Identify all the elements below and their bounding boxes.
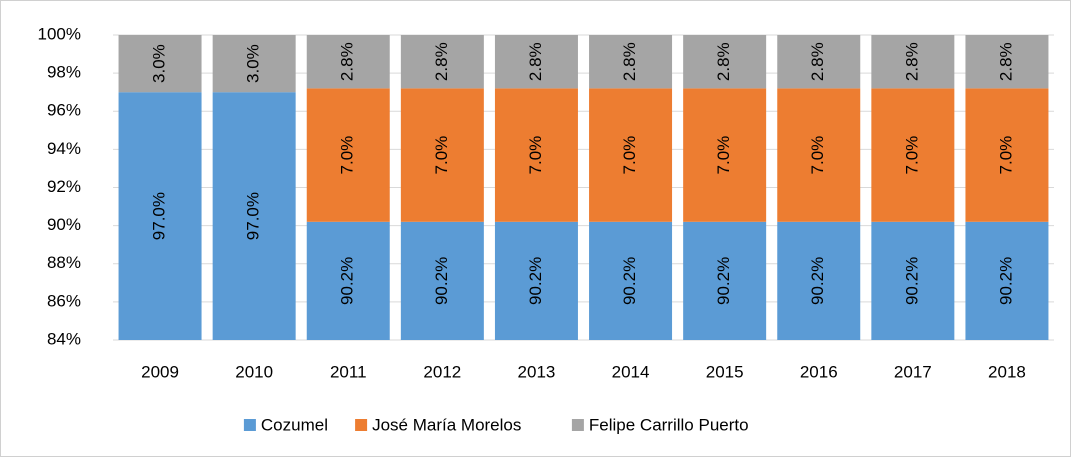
data-label: 7.0% <box>808 136 827 175</box>
bar-segment <box>871 88 955 222</box>
bar-segment <box>118 92 202 340</box>
data-label: 7.0% <box>996 136 1015 175</box>
y-tick-label: 100% <box>38 24 81 43</box>
bar-segment <box>777 35 861 89</box>
data-label: 90.2% <box>620 257 639 305</box>
data-label: 2.8% <box>902 42 921 81</box>
x-tick-label: 2011 <box>330 362 367 381</box>
x-tick-label: 2013 <box>518 362 556 381</box>
bar-segment <box>589 221 673 340</box>
x-tick-label: 2018 <box>988 362 1026 381</box>
data-label: 7.0% <box>902 136 921 175</box>
y-tick-label: 94% <box>47 139 81 158</box>
x-tick-label: 2016 <box>800 362 838 381</box>
data-label: 90.2% <box>996 257 1015 305</box>
y-tick-label: 84% <box>47 329 81 348</box>
legend-label: José María Morelos <box>372 415 521 434</box>
data-label: 97.0% <box>150 192 169 240</box>
data-label: 3.0% <box>244 44 263 83</box>
bar-segment <box>400 35 484 89</box>
bar-segment <box>683 35 767 89</box>
data-label: 90.2% <box>338 257 357 305</box>
bar-segment <box>494 35 578 89</box>
data-label: 7.0% <box>338 136 357 175</box>
bar-segment <box>494 221 578 340</box>
legend-label: Cozumel <box>261 415 328 434</box>
bar-segment <box>965 35 1049 89</box>
x-tick-label: 2017 <box>894 362 932 381</box>
data-label: 2.8% <box>808 42 827 81</box>
y-tick-label: 92% <box>47 177 81 196</box>
y-tick-label: 90% <box>47 215 81 234</box>
data-label: 7.0% <box>526 136 545 175</box>
bar-segment <box>306 221 390 340</box>
bar-segment <box>118 35 202 93</box>
bar-segment <box>400 221 484 340</box>
data-label: 97.0% <box>244 192 263 240</box>
y-tick-label: 88% <box>47 253 81 272</box>
bar-segment <box>683 221 767 340</box>
data-label: 2.8% <box>714 42 733 81</box>
data-label: 90.2% <box>902 257 921 305</box>
data-label: 7.0% <box>620 136 639 175</box>
bar-segment <box>683 88 767 222</box>
data-label: 3.0% <box>150 44 169 83</box>
legend-swatch <box>355 419 368 431</box>
data-label: 90.2% <box>526 257 545 305</box>
data-label: 2.8% <box>526 42 545 81</box>
bar-segment <box>589 88 673 222</box>
x-tick-label: 2009 <box>141 362 179 381</box>
data-label: 2.8% <box>432 42 451 81</box>
bar-segment <box>306 35 390 89</box>
legend-swatch <box>243 419 256 431</box>
legend-label: Felipe Carrillo Puerto <box>589 415 749 434</box>
bar-segment <box>212 92 296 340</box>
bar-segment <box>212 35 296 93</box>
data-label: 7.0% <box>432 136 451 175</box>
bar-segment <box>589 35 673 89</box>
data-label: 90.2% <box>714 257 733 305</box>
data-label: 90.2% <box>808 257 827 305</box>
bar-segment <box>965 221 1049 340</box>
x-tick-label: 2014 <box>612 362 650 381</box>
data-label: 90.2% <box>432 257 451 305</box>
bar-segment <box>494 88 578 222</box>
x-tick-label: 2010 <box>235 362 273 381</box>
data-label: 2.8% <box>620 42 639 81</box>
data-label: 2.8% <box>996 42 1015 81</box>
data-label: 2.8% <box>338 42 357 81</box>
bar-segment <box>306 88 390 222</box>
bar-segment <box>777 221 861 340</box>
bar-segment <box>965 88 1049 222</box>
x-tick-label: 2012 <box>423 362 461 381</box>
bar-segment <box>400 88 484 222</box>
y-tick-label: 98% <box>47 63 81 82</box>
y-tick-label: 86% <box>47 291 81 310</box>
bar-segment <box>871 221 955 340</box>
y-tick-label: 96% <box>47 101 81 120</box>
bar-segment <box>777 88 861 222</box>
x-tick-label: 2015 <box>706 362 744 381</box>
legend-swatch <box>571 419 584 431</box>
bar-segment <box>871 35 955 89</box>
data-label: 7.0% <box>714 136 733 175</box>
